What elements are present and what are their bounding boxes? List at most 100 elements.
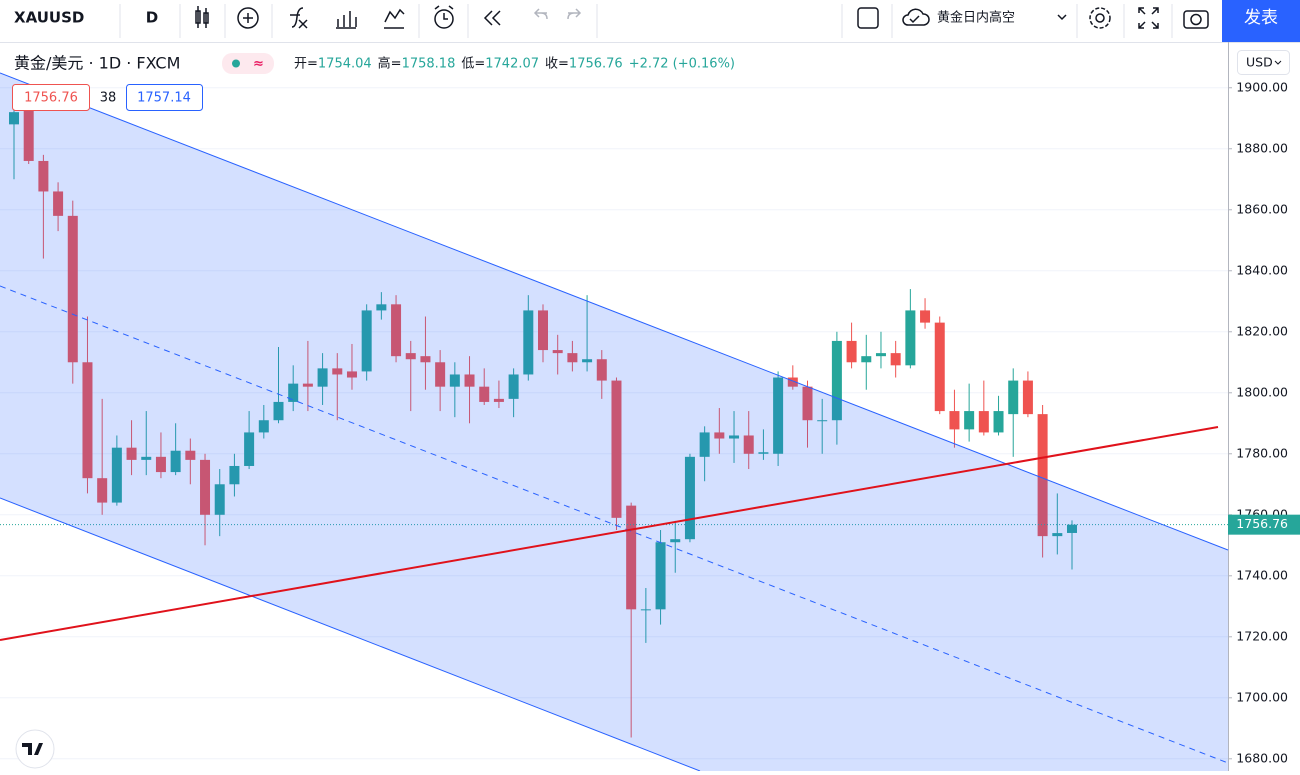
currency[interactable]: USD xyxy=(1246,55,1273,70)
candle-body xyxy=(684,456,695,540)
candle-body xyxy=(993,411,1004,433)
candle-body xyxy=(1022,380,1033,415)
candle-body xyxy=(493,398,504,402)
candle-body xyxy=(787,377,798,387)
candle-body xyxy=(905,310,916,366)
layout-name[interactable]: 黄金日内高空 xyxy=(937,10,1015,26)
candle-body xyxy=(376,304,387,311)
ohlc-value: 1758.18 xyxy=(402,57,456,72)
legend-name: 黄金/美元 · 1D · FXCM xyxy=(14,54,180,73)
candle-body xyxy=(567,353,578,363)
candle-body xyxy=(464,374,475,387)
status-badge xyxy=(222,53,274,74)
bid-box[interactable] xyxy=(12,84,90,111)
candle-body xyxy=(346,371,357,378)
candle-body xyxy=(743,435,754,454)
candle-body xyxy=(479,386,490,402)
ohlc-legend: 开= 1754.04 高= 1758.18 低= 1742.07 收= 1756.76 +2.7… xyxy=(294,56,735,72)
candle-body xyxy=(288,383,299,402)
currency-box[interactable] xyxy=(1237,50,1290,75)
candle-body xyxy=(802,386,813,421)
candle-body xyxy=(97,478,108,503)
y-tick-label: 1700.00 xyxy=(1236,689,1288,704)
candle-body xyxy=(332,368,343,375)
candle-body xyxy=(302,383,313,387)
candle-body xyxy=(538,310,548,351)
candle-body xyxy=(714,432,725,439)
candle-body xyxy=(391,304,402,357)
candle-body xyxy=(964,411,975,430)
candle-body xyxy=(449,374,460,387)
candle-body xyxy=(23,109,34,161)
y-tick-label: 1820.00 xyxy=(1236,323,1288,338)
candle-body xyxy=(758,452,769,454)
candle-body xyxy=(273,401,284,421)
ohlc-label: 高= xyxy=(378,56,402,72)
toolbar-icons[interactable] xyxy=(195,5,1209,29)
candle-body xyxy=(244,432,255,466)
candle-body xyxy=(611,380,622,518)
ohlc-label: 低= xyxy=(461,57,485,72)
publish-label[interactable]: 发表 xyxy=(1244,8,1278,28)
candle-body xyxy=(155,456,166,473)
candle-body xyxy=(111,447,122,503)
candle-body xyxy=(890,353,901,366)
candle-body xyxy=(861,356,872,363)
candle-body xyxy=(82,362,93,479)
candle-body xyxy=(420,356,431,363)
candle-body xyxy=(200,459,211,515)
candle-body xyxy=(67,215,78,363)
candle-body xyxy=(875,353,886,357)
candle-body xyxy=(817,420,828,422)
candle-body xyxy=(552,350,563,354)
currency-caret[interactable] xyxy=(1274,60,1282,65)
candle-body xyxy=(508,374,519,399)
candle-body xyxy=(435,362,446,387)
separators xyxy=(119,4,1173,38)
candle-body xyxy=(831,340,842,421)
candle-body xyxy=(582,359,593,363)
candle-body xyxy=(258,420,269,433)
candle-body xyxy=(523,310,534,375)
candle-body xyxy=(229,465,240,485)
candle-body xyxy=(405,353,416,360)
y-tick-label: 1860.00 xyxy=(1236,201,1288,216)
spread: 38 xyxy=(100,91,117,106)
y-tick-label: 1840.00 xyxy=(1236,262,1288,277)
y-tick-label: 1720.00 xyxy=(1236,628,1288,643)
bid[interactable]: 1756.76 xyxy=(24,91,78,106)
candle-body xyxy=(170,450,181,473)
candle-body xyxy=(185,450,196,460)
candle-body xyxy=(596,359,607,381)
interval[interactable]: D xyxy=(146,9,158,27)
candle-body xyxy=(949,411,960,430)
symbol[interactable]: XAUUSD xyxy=(14,9,84,27)
last-price-tag xyxy=(1228,514,1300,535)
candle-body xyxy=(141,456,152,460)
ohlc-label: 收= xyxy=(545,57,569,72)
candle-body xyxy=(729,435,740,439)
logo[interactable] xyxy=(15,729,55,769)
candle-body xyxy=(655,542,666,610)
trend-line xyxy=(0,426,1219,641)
candles xyxy=(0,93,1228,738)
candle-body xyxy=(126,447,137,460)
ask[interactable]: 1757.14 xyxy=(137,91,191,106)
candle-body xyxy=(920,310,931,323)
y-tick-label: 1740.00 xyxy=(1236,567,1288,582)
candle-body xyxy=(361,310,372,372)
candle-body xyxy=(670,539,681,543)
y-tick-label: 1900.00 xyxy=(1236,79,1288,94)
candle-body xyxy=(934,322,945,412)
candle-body xyxy=(1037,414,1048,537)
candle-body xyxy=(317,368,328,387)
candle-body xyxy=(38,160,49,192)
ask-box[interactable] xyxy=(126,84,203,111)
y-tick-label: 1880.00 xyxy=(1236,140,1288,155)
ohlc-value: 1742.07 xyxy=(485,57,539,72)
candle-body xyxy=(1052,533,1063,537)
y-tick-label: 1680.00 xyxy=(1236,750,1288,765)
publish-button[interactable] xyxy=(1222,0,1300,42)
logo-mark[interactable] xyxy=(22,743,43,755)
